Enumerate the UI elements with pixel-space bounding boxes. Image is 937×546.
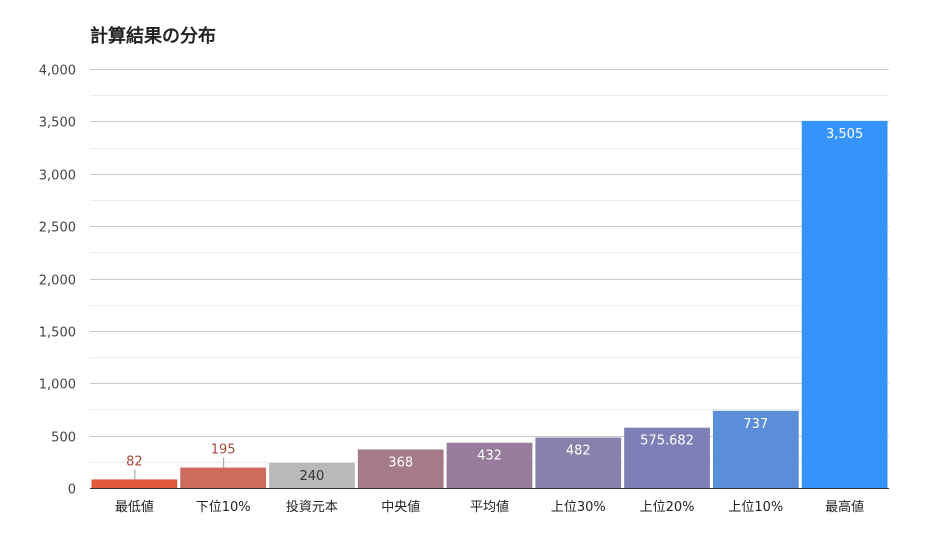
x-category-label: 最低値 [115,499,154,515]
bar [269,462,355,488]
x-category-label: 投資元本 [286,499,338,515]
y-tick-label: 2,500 [39,221,76,236]
data-label: 240 [300,469,325,484]
bar [180,467,267,488]
data-label: 195 [211,443,236,458]
data-label: 575.682 [640,434,694,449]
bar [446,442,533,488]
x-category-label: 上位20% [640,500,695,515]
y-tick-label: 2,000 [39,274,76,289]
y-tick-label: 0 [68,483,76,498]
y-tick-label: 3,000 [39,169,76,184]
bar [801,120,888,488]
bar [712,410,799,488]
data-label: 432 [477,449,502,464]
x-category-label: 上位10% [728,500,783,515]
data-label: 82 [126,454,143,469]
data-label: 368 [388,455,413,470]
data-label: 482 [566,444,591,459]
chart-title: 計算結果の分布 [90,26,216,47]
y-tick-label: 4,000 [39,64,76,79]
bar [535,437,622,488]
x-category-label: 最高値 [825,499,864,515]
x-category-label: 平均値 [470,499,509,515]
bar [91,479,178,488]
x-category-label: 上位30% [551,500,606,515]
bar [624,427,710,488]
y-tick-label: 1,000 [39,378,76,393]
bar [357,449,444,488]
y-tick-label: 3,500 [39,116,76,131]
y-tick-label: 1,500 [39,326,76,341]
data-label: 737 [743,417,768,432]
data-label: 3,505 [826,127,863,142]
x-category-label: 下位10% [196,500,251,515]
y-tick-label: 500 [51,431,76,446]
x-category-label: 中央値 [381,499,420,515]
